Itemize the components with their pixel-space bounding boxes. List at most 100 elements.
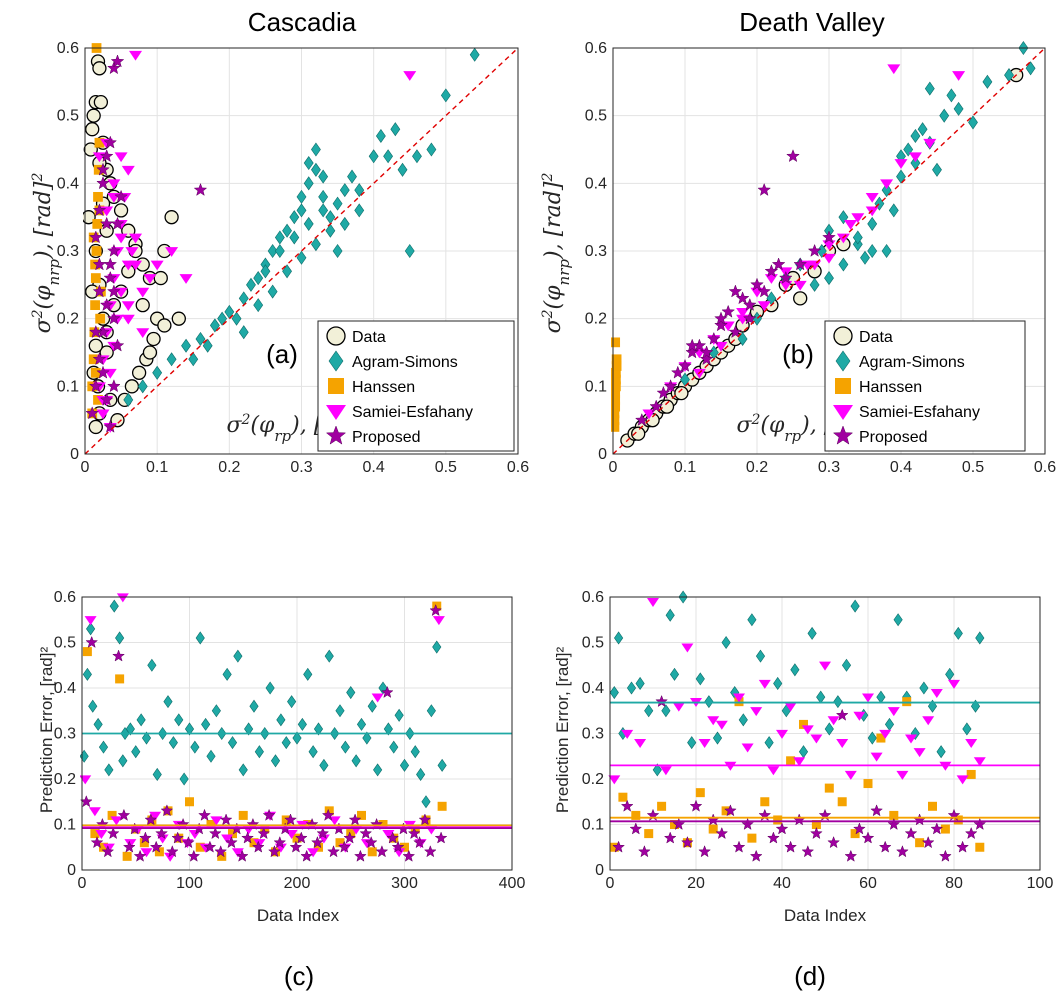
y-tick-label: 0.6 — [57, 40, 79, 57]
legend-box — [824, 320, 1026, 452]
point-samiei-esfahany — [634, 739, 647, 748]
point-samiei-esfahany — [819, 661, 831, 671]
point-samiei-esfahany — [793, 280, 807, 291]
point-agram-simons — [953, 626, 963, 640]
point-agram-simons — [227, 736, 238, 750]
point-hanssen — [217, 851, 227, 861]
point-proposed — [699, 352, 714, 366]
point-proposed — [775, 822, 789, 835]
point-agram-simons — [850, 599, 860, 613]
point-samiei-esfahany — [715, 720, 728, 730]
point-proposed — [810, 826, 823, 840]
point-proposed — [757, 284, 772, 298]
point-hanssen — [863, 779, 873, 789]
point-agram-simons — [202, 338, 213, 353]
y-tick-label: 0.5 — [585, 108, 607, 125]
point-samiei-esfahany — [692, 368, 706, 379]
point-samiei-esfahany — [114, 233, 128, 244]
point-proposed — [182, 835, 195, 849]
point-samiei-esfahany — [121, 314, 135, 325]
series-proposed — [80, 604, 448, 862]
point-samiei-esfahany — [307, 848, 320, 858]
point-proposed — [316, 826, 330, 840]
point-proposed — [721, 304, 736, 318]
point-samiei-esfahany — [285, 830, 298, 839]
point-agram-simons — [136, 713, 146, 727]
point-samiei-esfahany — [827, 716, 840, 726]
y-tick-label: 0.6 — [582, 589, 604, 606]
axes-frame — [81, 596, 513, 871]
point-proposed — [715, 826, 729, 840]
point-samiei-esfahany — [129, 233, 143, 244]
point-proposed — [853, 822, 866, 835]
point-proposed — [778, 270, 793, 284]
point-proposed — [844, 849, 858, 862]
point-agram-simons — [253, 298, 264, 313]
point-samiei-esfahany — [221, 834, 234, 844]
y-tick-label: 0.1 — [582, 817, 604, 834]
point-agram-simons — [274, 230, 285, 245]
point-samiei-esfahany — [887, 707, 900, 717]
x-tick-label: 0.1 — [146, 459, 168, 476]
point-hanssen — [966, 769, 976, 779]
panel-c-plot-area: 0 100 200 300 400 0 0.1 0.2 0.3 0.4 0.5 0.6 — [54, 589, 526, 892]
point-agram-simons — [318, 169, 329, 184]
point-agram-simons — [211, 704, 221, 718]
point-samiei-esfahany — [836, 233, 850, 244]
point-hanssen — [94, 137, 105, 148]
point-agram-simons — [881, 183, 892, 198]
point-agram-simons — [152, 767, 162, 781]
x-tick-label: 0 — [609, 459, 618, 476]
panel-d-xlabel: Data Index — [784, 906, 867, 925]
legend-marker-hanssen — [835, 378, 851, 394]
point-agram-simons — [296, 189, 307, 204]
panel-c-scatter: 0 100 200 300 400 0 0.1 0.2 0.3 0.4 0.5 0.6 (c) Dat… — [37, 589, 525, 991]
point-proposed — [413, 835, 426, 849]
point-data — [92, 61, 107, 76]
point-agram-simons — [626, 681, 637, 695]
point-agram-simons — [773, 676, 783, 690]
point-agram-simons — [303, 156, 314, 171]
y-tick-label: 0 — [595, 862, 604, 879]
panel-c-caption: (c) — [284, 961, 314, 991]
point-data — [93, 94, 109, 110]
x-tick-label: 0.5 — [435, 459, 457, 476]
point-proposed — [434, 831, 448, 844]
point-samiei-esfahany — [939, 761, 952, 771]
point-samiei-esfahany — [432, 616, 445, 626]
point-proposed — [96, 365, 110, 379]
point-agram-simons — [311, 142, 321, 157]
point-agram-simons — [410, 745, 420, 759]
point-agram-simons — [416, 767, 426, 781]
point-agram-simons — [893, 613, 903, 627]
point-samiei-esfahany — [865, 192, 879, 203]
point-agram-simons — [910, 726, 920, 741]
point-samiei-esfahany — [403, 71, 417, 81]
x-tick-label: 80 — [945, 875, 963, 892]
point-proposed — [921, 835, 935, 849]
point-agram-simons — [426, 142, 437, 157]
y-tick-label: 0.2 — [54, 771, 76, 788]
point-samiei-esfahany — [328, 816, 341, 826]
legend-marker-agram-simons — [328, 350, 344, 372]
point-hanssen — [611, 374, 621, 385]
point-proposed — [348, 813, 362, 826]
point-samiei-esfahany — [150, 260, 164, 271]
x-tick-label: 400 — [499, 875, 526, 892]
point-proposed — [689, 799, 703, 812]
legend-label-agram-simons: Agram-Simons — [859, 354, 965, 371]
axes-frame — [84, 47, 519, 455]
legend-marker-samiei-esfahany — [833, 405, 853, 420]
point-agram-simons — [265, 681, 275, 695]
point-samiei-esfahany — [121, 260, 135, 271]
point-agram-simons — [867, 216, 878, 231]
point-proposed — [187, 849, 201, 862]
point-samiei-esfahany — [116, 593, 129, 603]
point-agram-simons — [644, 704, 654, 718]
point-proposed — [311, 835, 324, 849]
point-agram-simons — [209, 318, 220, 333]
point-hanssen — [249, 838, 259, 848]
legend-marker-data — [326, 326, 346, 346]
point-agram-simons — [115, 631, 125, 645]
point-proposed — [771, 257, 786, 271]
